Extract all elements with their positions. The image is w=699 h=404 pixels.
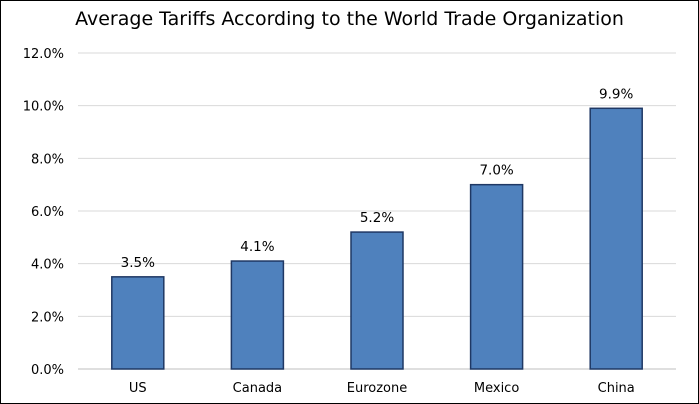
x-tick-label: US bbox=[129, 381, 147, 396]
data-label-us: 3.5% bbox=[121, 255, 155, 271]
data-labels: 3.5% 4.1% 5.2% 7.0% 9.9% bbox=[121, 86, 634, 271]
bars bbox=[111, 107, 643, 370]
bar-us bbox=[111, 276, 165, 370]
y-tick-label: 6.0% bbox=[31, 205, 64, 220]
y-tick-label: 4.0% bbox=[31, 258, 64, 273]
y-tick-label: 8.0% bbox=[31, 152, 64, 167]
y-axis-tick-labels: 0.0% 2.0% 4.0% 6.0% 8.0% 10.0% 12.0% bbox=[23, 47, 64, 378]
bar-mexico bbox=[469, 183, 524, 370]
y-tick-label: 0.0% bbox=[31, 363, 64, 378]
data-label-china: 9.9% bbox=[599, 86, 633, 102]
chart-title: Average Tariffs According to the World T… bbox=[75, 8, 624, 30]
x-axis-tick-labels: US Canada Eurozone Mexico China bbox=[129, 381, 635, 396]
bar-eurozone bbox=[350, 231, 404, 370]
bar-canada bbox=[230, 260, 285, 370]
x-tick-label: Canada bbox=[233, 381, 282, 396]
data-label-eurozone: 5.2% bbox=[360, 210, 394, 226]
y-tick-label: 12.0% bbox=[23, 47, 64, 62]
x-tick-label: Eurozone bbox=[347, 381, 407, 396]
x-tick-label: Mexico bbox=[474, 381, 519, 396]
data-label-mexico: 7.0% bbox=[479, 163, 513, 179]
y-tick-label: 2.0% bbox=[31, 310, 64, 325]
y-tick-label: 10.0% bbox=[23, 100, 64, 115]
bar-china bbox=[589, 107, 643, 370]
data-label-canada: 4.1% bbox=[240, 239, 274, 255]
x-tick-label: China bbox=[598, 381, 635, 396]
